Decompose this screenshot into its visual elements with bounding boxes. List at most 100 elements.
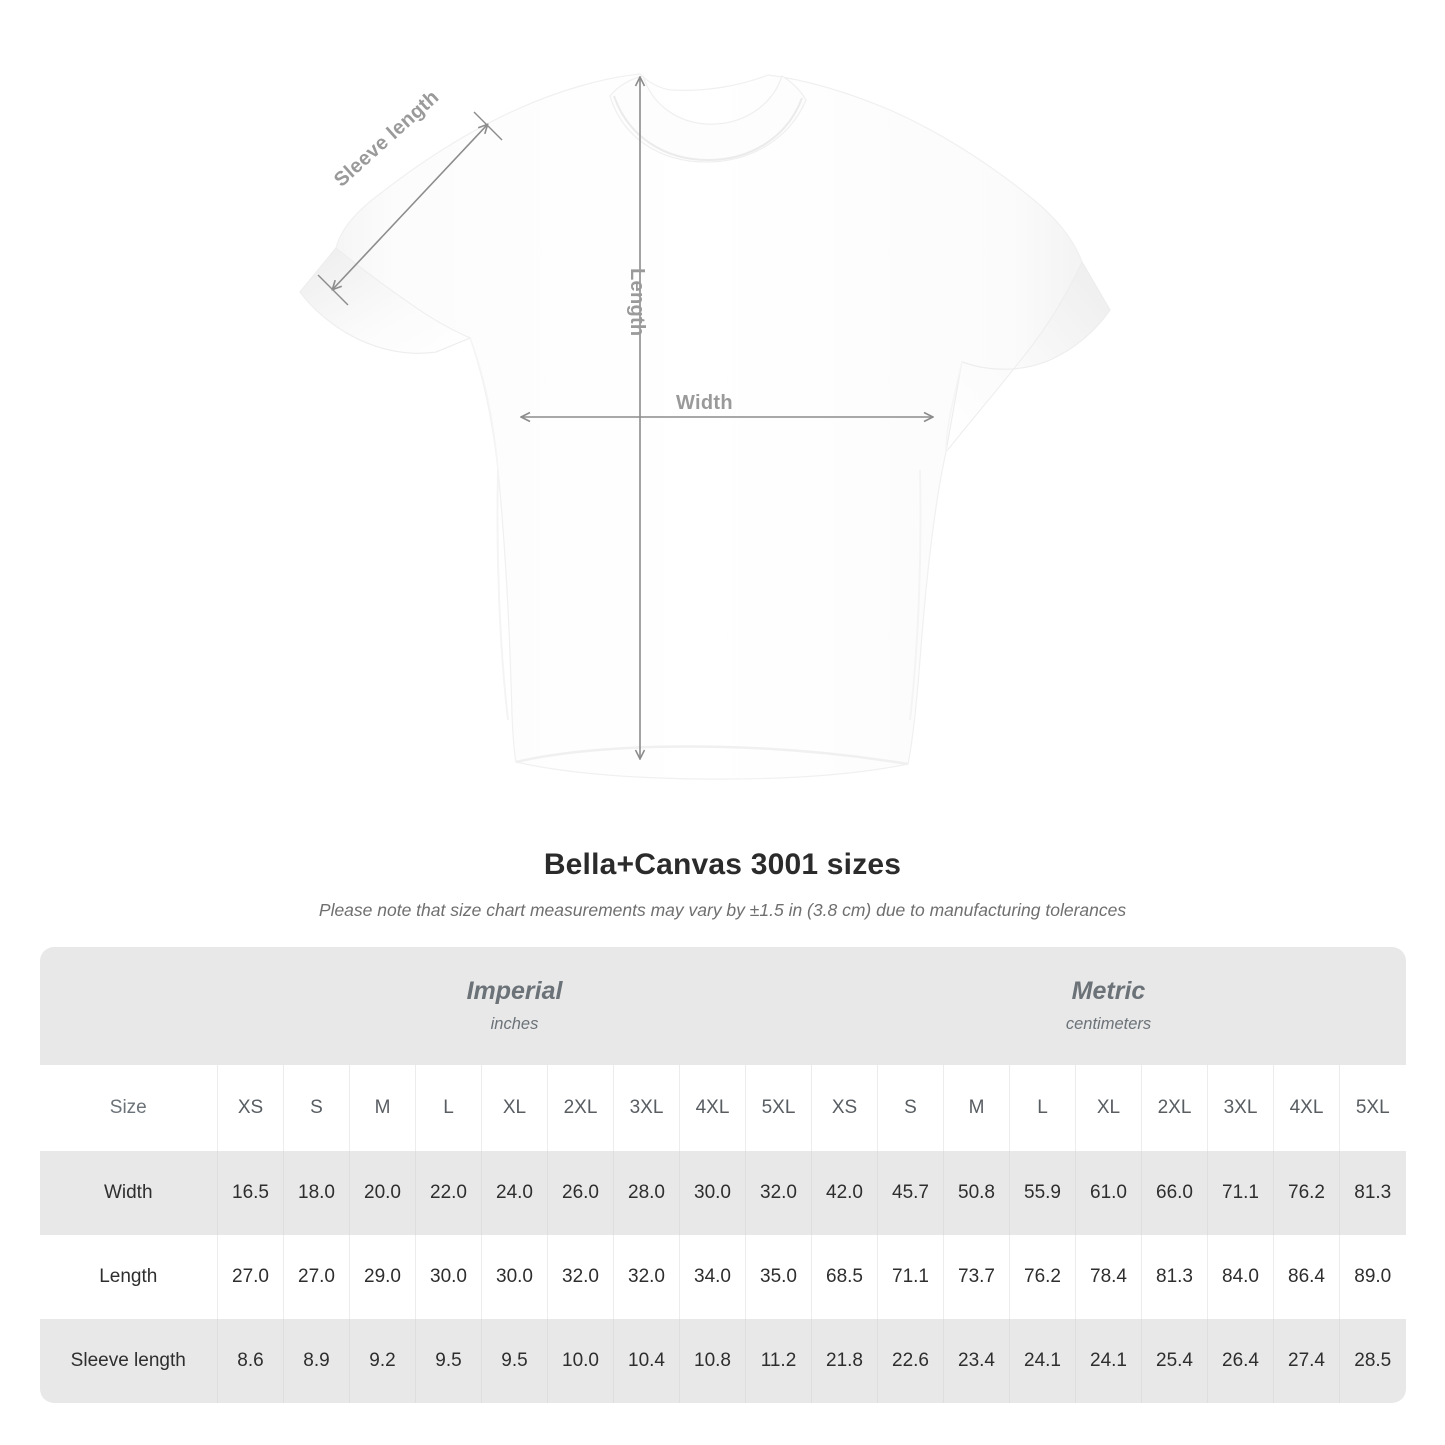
sleeve-metric-5xl: 28.5 — [1339, 1319, 1406, 1403]
imperial-system-label: Imperial — [466, 977, 563, 1006]
length-imperial-5xl: 35.0 — [745, 1235, 812, 1319]
length-imperial-l: 30.0 — [415, 1235, 482, 1319]
sleeve-metric-l: 24.1 — [1009, 1319, 1076, 1403]
size-table: Imperial inches Metric centimeters Size … — [39, 947, 1406, 1403]
sleeve-tick-top — [473, 111, 503, 141]
width-imperial-3xl: 28.0 — [613, 1151, 680, 1235]
size-header-metric-xl: XL — [1075, 1065, 1142, 1151]
sleeve-metric-2xl: 25.4 — [1141, 1319, 1208, 1403]
sleeve-metric-xl: 24.1 — [1075, 1319, 1142, 1403]
size-header-imperial-m: M — [349, 1065, 416, 1151]
width-imperial-2xl: 26.0 — [547, 1151, 614, 1235]
sleeve-imperial-3xl: 10.4 — [613, 1319, 680, 1403]
width-imperial-4xl: 30.0 — [679, 1151, 746, 1235]
tshirt-illustration — [299, 73, 1111, 780]
size-header-metric-l: L — [1009, 1065, 1076, 1151]
size-header-imperial-3xl: 3XL — [613, 1065, 680, 1151]
length-metric-m: 73.7 — [943, 1235, 1010, 1319]
width-imperial-m: 20.0 — [349, 1151, 416, 1235]
length-metric-4xl: 86.4 — [1273, 1235, 1340, 1319]
sleeve-imperial-2xl: 10.0 — [547, 1319, 614, 1403]
sleeve-metric-3xl: 26.4 — [1207, 1319, 1274, 1403]
sleeve-imperial-s: 8.9 — [283, 1319, 350, 1403]
size-header-label: Size — [39, 1065, 218, 1151]
size-header-imperial-4xl: 4XL — [679, 1065, 746, 1151]
width-metric-2xl: 66.0 — [1141, 1151, 1208, 1235]
table-row: Width 16.5 18.0 20.0 22.0 24.0 26.0 28.0… — [39, 1151, 1406, 1235]
width-imperial-5xl: 32.0 — [745, 1151, 812, 1235]
length-metric-3xl: 84.0 — [1207, 1235, 1274, 1319]
width-metric-xl: 61.0 — [1075, 1151, 1142, 1235]
width-metric-4xl: 76.2 — [1273, 1151, 1340, 1235]
sleeve-imperial-xl: 9.5 — [481, 1319, 548, 1403]
shirt-body — [299, 73, 1111, 780]
row-label-width: Width — [39, 1151, 218, 1235]
size-header-imperial-5xl: 5XL — [745, 1065, 812, 1151]
length-metric-2xl: 81.3 — [1141, 1235, 1208, 1319]
row-label-sleeve-length: Sleeve length — [39, 1319, 218, 1403]
width-metric-s: 45.7 — [877, 1151, 944, 1235]
size-header-metric-4xl: 4XL — [1273, 1065, 1340, 1151]
sleeve-metric-m: 23.4 — [943, 1319, 1010, 1403]
length-metric-l: 76.2 — [1009, 1235, 1076, 1319]
length-metric-xs: 68.5 — [811, 1235, 878, 1319]
length-metric-xl: 78.4 — [1075, 1235, 1142, 1319]
length-imperial-m: 29.0 — [349, 1235, 416, 1319]
sleeve-metric-xs: 21.8 — [811, 1319, 878, 1403]
width-imperial-l: 22.0 — [415, 1151, 482, 1235]
width-imperial-xl: 24.0 — [481, 1151, 548, 1235]
page-title: Bella+Canvas 3001 sizes — [543, 848, 902, 881]
sleeve-metric-s: 22.6 — [877, 1319, 944, 1403]
size-header-metric-xs: XS — [811, 1065, 878, 1151]
unit-banner-spacer — [39, 947, 218, 1065]
sleeve-imperial-l: 9.5 — [415, 1319, 482, 1403]
width-metric-xs: 42.0 — [811, 1151, 878, 1235]
sleeve-imperial-xs: 8.6 — [217, 1319, 284, 1403]
size-header-imperial-xl: XL — [481, 1065, 548, 1151]
size-header-imperial-2xl: 2XL — [547, 1065, 614, 1151]
row-label-length: Length — [39, 1235, 218, 1319]
size-header-imperial-l: L — [415, 1065, 482, 1151]
size-header-imperial-s: S — [283, 1065, 350, 1151]
table-row: Sleeve length 8.6 8.9 9.2 9.5 9.5 10.0 1… — [39, 1319, 1406, 1403]
size-header-metric-2xl: 2XL — [1141, 1065, 1208, 1151]
tshirt-diagram: Sleeve length Length Width — [299, 73, 1111, 780]
measurement-arrows — [317, 78, 932, 758]
width-label: Width — [676, 392, 733, 414]
size-header-metric-m: M — [943, 1065, 1010, 1151]
sleeve-imperial-m: 9.2 — [349, 1319, 416, 1403]
chart-heading: Bella+Canvas 3001 sizes Please note that… — [0, 848, 1445, 921]
size-header-row: Size XS S M L XL 2XL 3XL 4XL 5XL XS S M … — [39, 1065, 1406, 1151]
width-metric-3xl: 71.1 — [1207, 1151, 1274, 1235]
size-table-body: Imperial inches Metric centimeters Size … — [39, 947, 1406, 1403]
size-header-metric-5xl: 5XL — [1339, 1065, 1406, 1151]
size-header-metric-3xl: 3XL — [1207, 1065, 1274, 1151]
size-header-imperial-xs: XS — [217, 1065, 284, 1151]
length-imperial-xs: 27.0 — [217, 1235, 284, 1319]
sleeve-imperial-4xl: 10.8 — [679, 1319, 746, 1403]
width-imperial-s: 18.0 — [283, 1151, 350, 1235]
length-imperial-xl: 30.0 — [481, 1235, 548, 1319]
length-imperial-4xl: 34.0 — [679, 1235, 746, 1319]
length-label: Length — [626, 268, 648, 337]
imperial-banner-cell: Imperial inches — [217, 947, 812, 1065]
width-metric-5xl: 81.3 — [1339, 1151, 1406, 1235]
metric-system-label: Metric — [1071, 977, 1146, 1006]
table-row: Length 27.0 27.0 29.0 30.0 30.0 32.0 32.… — [39, 1235, 1406, 1319]
length-imperial-2xl: 32.0 — [547, 1235, 614, 1319]
length-metric-s: 71.1 — [877, 1235, 944, 1319]
sleeve-metric-4xl: 27.4 — [1273, 1319, 1340, 1403]
sleeve-length-arrow — [333, 125, 487, 289]
length-imperial-s: 27.0 — [283, 1235, 350, 1319]
metric-banner-cell: Metric centimeters — [811, 947, 1406, 1065]
tolerance-note: Please note that size chart measurements… — [318, 900, 1127, 920]
imperial-unit-label: inches — [490, 1014, 539, 1033]
unit-banner-row: Imperial inches Metric centimeters — [39, 947, 1406, 1065]
sleeve-tick-bottom — [317, 274, 349, 306]
length-imperial-3xl: 32.0 — [613, 1235, 680, 1319]
width-imperial-xs: 16.5 — [217, 1151, 284, 1235]
width-metric-m: 50.8 — [943, 1151, 1010, 1235]
metric-unit-label: centimeters — [1065, 1014, 1152, 1033]
sleeve-imperial-5xl: 11.2 — [745, 1319, 812, 1403]
